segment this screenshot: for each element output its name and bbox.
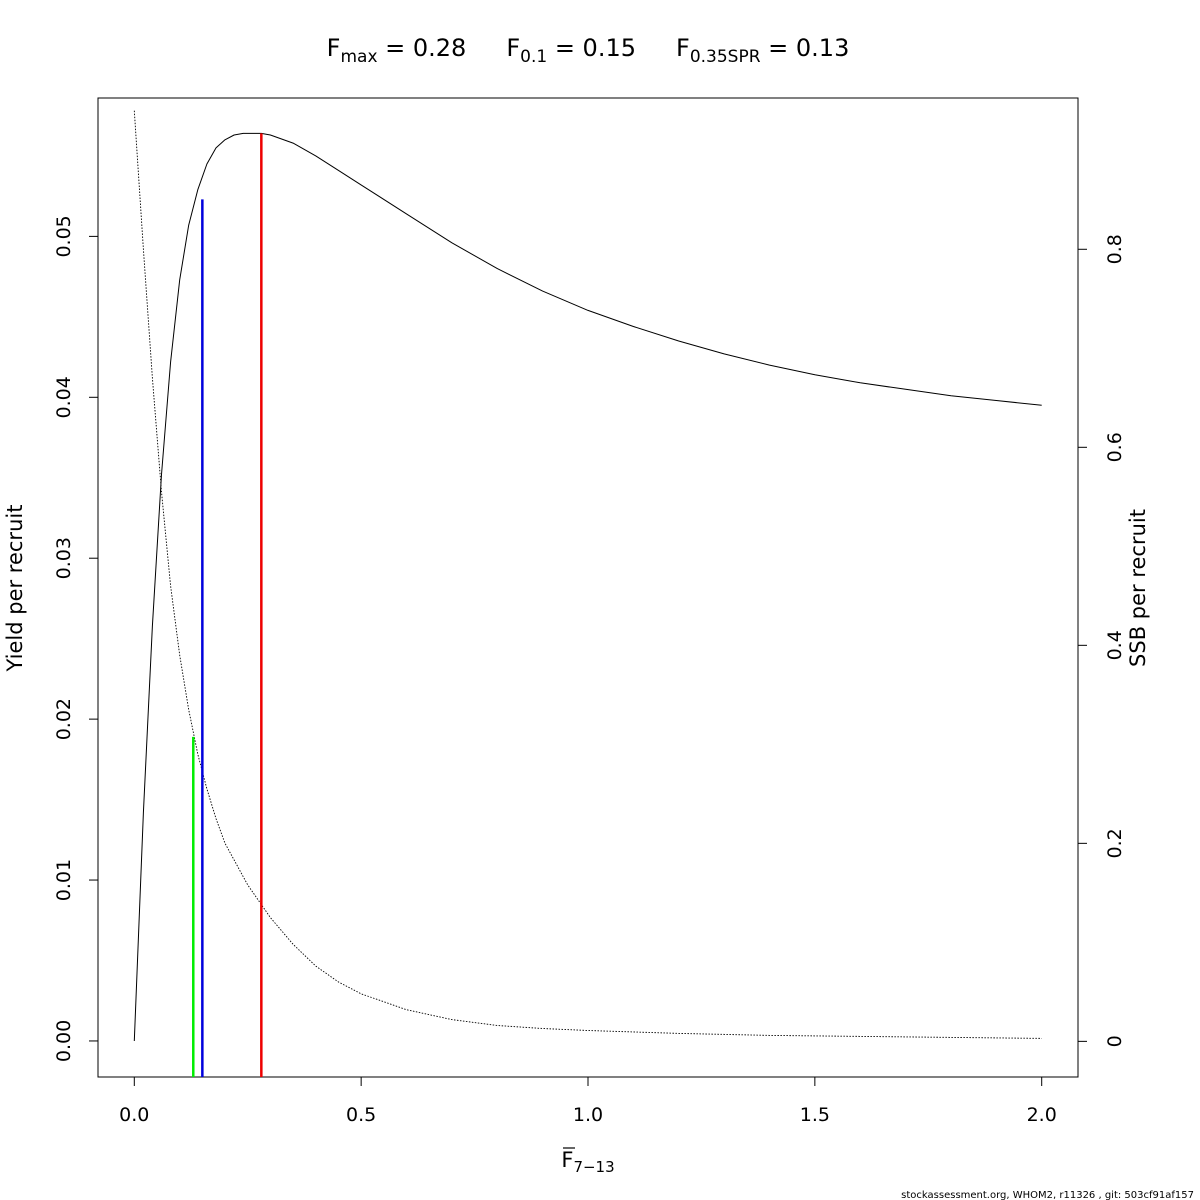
plot-frame [97, 97, 1079, 1078]
title-main: F [506, 34, 520, 62]
y-tick-label: 0.03 [53, 537, 75, 579]
title-subscript: max [340, 47, 377, 67]
y2-tick-label: 0 [1104, 1035, 1126, 1047]
x-axis: 0.0 0.5 1.0 1.5 2.0 [119, 1076, 1057, 1126]
yield-per-recruit-line [133, 132, 1042, 1042]
y-tick-label: 0.01 [53, 859, 75, 901]
y2-tick-label: 0.8 [1104, 234, 1126, 264]
x-tick-label: 0.0 [119, 1104, 149, 1126]
title-subscript: 0.35SPR [690, 47, 761, 67]
y2-tick-label: 0.6 [1104, 432, 1126, 462]
y2-axis-label: SSB per recruit [1126, 509, 1150, 667]
x-tick-label: 2.0 [1027, 1104, 1057, 1126]
footer-credit: stockassessment.org, WHOM2, r11326 , git… [901, 1190, 1194, 1200]
title-value: = 0.13 [761, 34, 850, 62]
y2-tick-label: 0.4 [1104, 630, 1126, 660]
reference-lines [192, 133, 263, 1077]
x-label-subscript: 7−13 [573, 1158, 614, 1176]
x-tick-label: 0.5 [346, 1104, 376, 1126]
series-group [133, 110, 1042, 1042]
x-label-text: F7−13 [561, 1148, 614, 1176]
x-tick-label: 1.0 [573, 1104, 603, 1126]
chart-title: Fmax = 0.28 F0.1 = 0.15 F0.35SPR = 0.13 [327, 34, 850, 67]
y-tick-label: 0.05 [53, 215, 75, 257]
ssb-per-recruit-line [133, 110, 1042, 1039]
x-label-main: F [561, 1148, 573, 1172]
y-tick-label: 0.02 [53, 698, 75, 740]
y-axis-left: 0.00 0.01 0.02 0.03 0.04 0.05 [53, 215, 99, 1062]
title-text: Fmax = 0.28 F0.1 = 0.15 F0.35SPR = 0.13 [327, 34, 850, 67]
title-value: = 0.15 [547, 34, 636, 62]
y-tick-label: 0.04 [53, 376, 75, 418]
x-tick-label: 1.5 [800, 1104, 830, 1126]
title-subscript: 0.1 [520, 47, 547, 67]
title-main: F [327, 34, 341, 62]
y-tick-label: 0.00 [53, 1020, 75, 1062]
y-axis-label: Yield per recruit [3, 505, 27, 673]
x-axis-label: F7−13 [561, 1147, 615, 1176]
y-axis-right: 0 0.2 0.4 0.6 0.8 [1077, 234, 1126, 1047]
y2-tick-label: 0.2 [1104, 828, 1126, 858]
title-main: F [676, 34, 690, 62]
title-value: = 0.28 [378, 34, 467, 62]
